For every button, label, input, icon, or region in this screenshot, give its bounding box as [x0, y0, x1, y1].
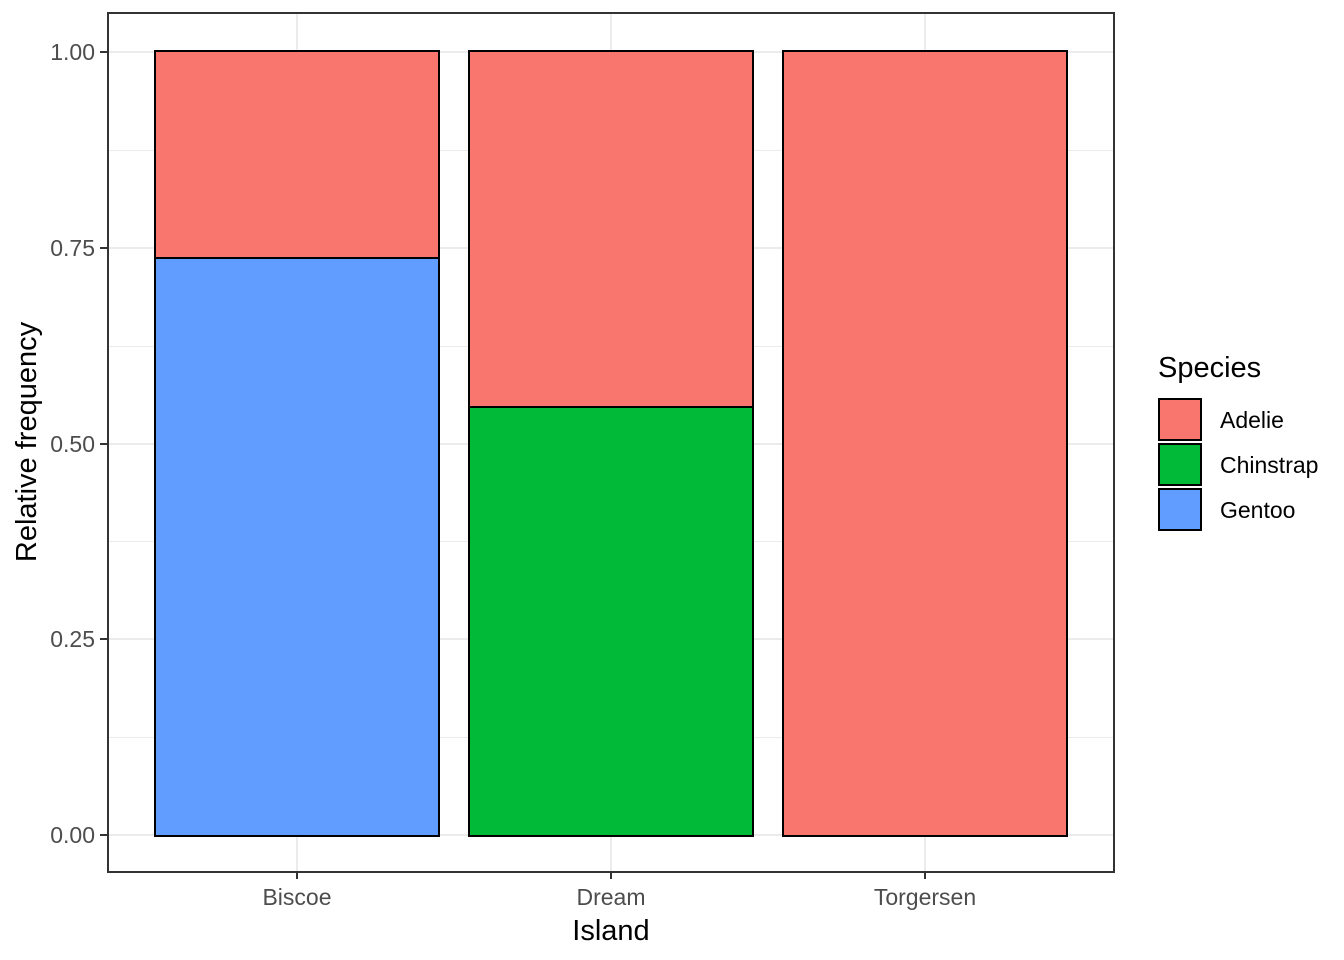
- bar-segment-chinstrap: [470, 405, 752, 835]
- bar-segment-gentoo: [156, 257, 438, 835]
- x-tick-label-biscoe: Biscoe: [262, 884, 332, 910]
- x-tick-mark-torgersen: [924, 872, 926, 879]
- y-tick-label-0.75: 0.75: [50, 234, 95, 261]
- legend-key-gentoo: [1158, 488, 1202, 531]
- legend-entry-adelie: Adelie: [1158, 398, 1318, 441]
- bar-segment-adelie: [470, 52, 752, 406]
- y-tick-mark-1.00: [100, 51, 107, 53]
- bar-biscoe: [154, 50, 440, 837]
- x-tick-label-dream: Dream: [576, 884, 646, 910]
- x-tick-mark-biscoe: [296, 872, 298, 879]
- bar-torgersen: [782, 50, 1068, 837]
- plot-panel: [107, 12, 1115, 873]
- legend-title: Species: [1158, 352, 1262, 384]
- x-axis-title: Island: [572, 915, 650, 947]
- legend: Species Adelie Chinstrap Gentoo: [1158, 352, 1318, 533]
- y-tick-mark-0.75: [100, 246, 107, 249]
- bar-segment-adelie: [156, 52, 438, 258]
- x-tick-label-torgersen: Torgersen: [873, 884, 977, 910]
- legend-entry-gentoo: Gentoo: [1158, 488, 1318, 531]
- y-axis-title: Relative frequency: [11, 321, 43, 563]
- legend-label-chinstrap: Chinstrap: [1220, 451, 1319, 478]
- y-tick-mark-0.00: [100, 834, 107, 836]
- legend-key-adelie: [1158, 398, 1202, 441]
- bar-segment-adelie: [784, 52, 1066, 835]
- y-tick-label-0.50: 0.50: [50, 430, 95, 457]
- y-tick-mark-0.50: [100, 442, 107, 445]
- y-tick-label-0.25: 0.25: [50, 626, 95, 653]
- y-tick-label-0.00: 0.00: [50, 822, 95, 848]
- bar-dream: [468, 50, 754, 837]
- x-tick-mark-dream: [610, 872, 612, 879]
- y-tick-mark-0.25: [100, 638, 107, 641]
- legend-entries: Adelie Chinstrap Gentoo: [1158, 398, 1318, 531]
- y-tick-label-1.00: 1.00: [50, 39, 95, 65]
- legend-key-chinstrap: [1158, 443, 1202, 486]
- legend-label-gentoo: Gentoo: [1220, 496, 1296, 523]
- legend-entry-chinstrap: Chinstrap: [1158, 443, 1318, 486]
- legend-label-adelie: Adelie: [1220, 406, 1284, 433]
